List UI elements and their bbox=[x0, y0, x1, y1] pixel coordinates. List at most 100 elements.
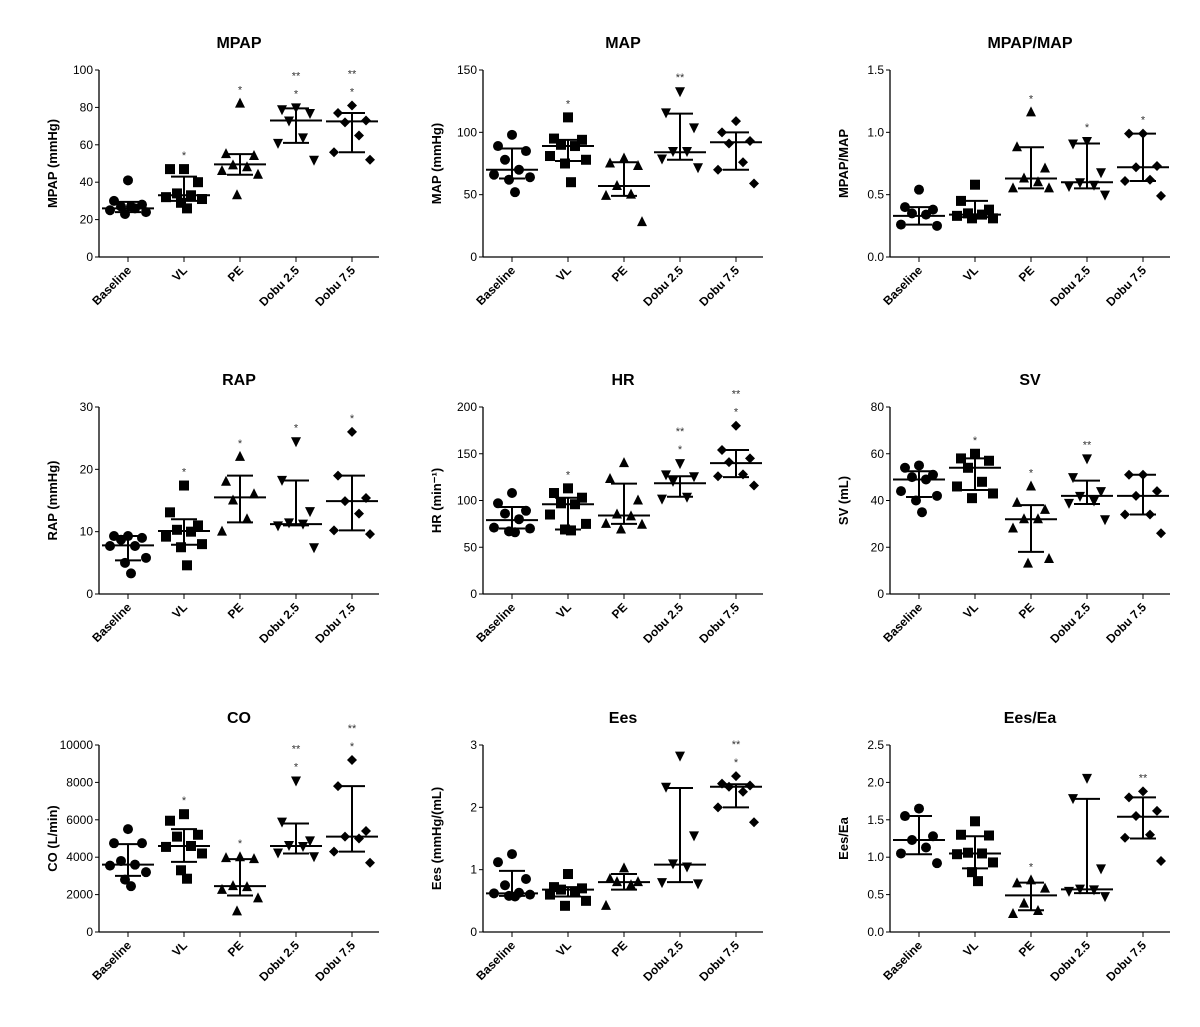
data-point bbox=[1100, 190, 1110, 201]
data-point bbox=[612, 508, 622, 519]
data-point bbox=[489, 522, 499, 533]
data-point bbox=[545, 151, 555, 162]
data-point bbox=[521, 146, 531, 157]
data-point bbox=[347, 754, 357, 765]
x-tick-label: VL bbox=[169, 938, 190, 959]
significance-marker: * bbox=[678, 444, 683, 456]
data-point bbox=[249, 488, 259, 499]
data-point bbox=[137, 532, 147, 543]
y-tick-label: 20 bbox=[80, 462, 94, 476]
data-point bbox=[563, 483, 573, 494]
panel-title: MPAP/MAP bbox=[987, 35, 1072, 52]
data-point bbox=[738, 786, 748, 797]
data-point bbox=[1120, 509, 1130, 520]
data-point bbox=[141, 867, 151, 878]
data-point bbox=[914, 803, 924, 814]
data-point bbox=[932, 858, 942, 869]
data-point bbox=[253, 168, 263, 179]
data-point bbox=[510, 527, 520, 538]
data-point bbox=[563, 869, 573, 880]
data-point bbox=[724, 457, 734, 468]
y-tick-label: 0 bbox=[877, 587, 884, 601]
group-vl: * bbox=[158, 467, 210, 571]
data-point bbox=[179, 809, 189, 820]
data-point bbox=[963, 462, 973, 473]
data-point bbox=[298, 519, 308, 530]
data-point bbox=[560, 900, 570, 911]
data-point bbox=[619, 457, 629, 468]
x-tick-label: Dobu 7.5 bbox=[696, 263, 742, 309]
x-tick-label: Baseline bbox=[89, 600, 134, 645]
y-tick-label: 150 bbox=[457, 447, 477, 461]
data-point bbox=[556, 884, 566, 895]
y-tick-label: 150 bbox=[457, 63, 477, 77]
data-point bbox=[977, 848, 987, 859]
group-vl bbox=[949, 179, 1001, 224]
x-tick-label: PE bbox=[225, 600, 246, 621]
significance-marker: * bbox=[1029, 861, 1034, 873]
significance-marker: * bbox=[1085, 122, 1090, 134]
data-point bbox=[612, 179, 622, 190]
data-point bbox=[577, 883, 587, 894]
x-tick-label: PE bbox=[225, 938, 246, 959]
data-point bbox=[984, 204, 994, 215]
data-point bbox=[116, 855, 126, 866]
y-tick-label: 60 bbox=[871, 447, 885, 461]
data-point bbox=[1082, 137, 1092, 148]
group-dobu-2-5: ** bbox=[1061, 439, 1113, 526]
data-point bbox=[504, 174, 514, 185]
data-point bbox=[907, 208, 917, 219]
y-tick-label: 100 bbox=[457, 494, 477, 508]
data-point bbox=[365, 857, 375, 868]
y-tick-label: 50 bbox=[464, 540, 478, 554]
x-tick-label: Dobu 7.5 bbox=[1103, 263, 1149, 309]
y-tick-label: 1.0 bbox=[867, 850, 884, 864]
data-point bbox=[521, 505, 531, 516]
data-point bbox=[921, 842, 931, 853]
data-point bbox=[675, 459, 685, 470]
data-point bbox=[570, 141, 580, 152]
data-point bbox=[273, 848, 283, 859]
data-point bbox=[493, 857, 503, 868]
y-tick-label: 3 bbox=[470, 738, 477, 752]
group-pe: * bbox=[1005, 861, 1057, 919]
significance-marker: * bbox=[734, 757, 739, 769]
group-dobu-2-5: * bbox=[1061, 122, 1113, 201]
data-point bbox=[120, 557, 130, 568]
data-point bbox=[1012, 877, 1022, 888]
panel-title: Ees bbox=[609, 710, 638, 727]
data-point bbox=[354, 130, 364, 141]
group-pe bbox=[598, 152, 650, 227]
data-point bbox=[689, 831, 699, 842]
data-point bbox=[601, 899, 611, 910]
data-point bbox=[745, 136, 755, 147]
significance-marker: * bbox=[973, 435, 978, 447]
y-tick-label: 0.0 bbox=[867, 925, 884, 939]
data-point bbox=[657, 878, 667, 889]
y-tick-label: 0 bbox=[86, 250, 93, 264]
data-point bbox=[581, 895, 591, 906]
y-tick-label: 6000 bbox=[66, 813, 93, 827]
data-point bbox=[612, 876, 622, 887]
data-point bbox=[566, 177, 576, 188]
x-tick-label: Baseline bbox=[880, 938, 925, 983]
group-dobu-7-5 bbox=[710, 116, 762, 189]
data-point bbox=[1044, 182, 1054, 193]
data-point bbox=[637, 518, 647, 529]
data-point bbox=[354, 833, 364, 844]
panel-title: HR bbox=[611, 372, 635, 389]
y-tick-label: 0 bbox=[470, 925, 477, 939]
data-point bbox=[745, 453, 755, 464]
significance-marker: * bbox=[182, 150, 187, 162]
data-point bbox=[510, 891, 520, 902]
group-baseline bbox=[486, 488, 538, 538]
significance-marker: * bbox=[238, 838, 243, 850]
data-point bbox=[657, 494, 667, 505]
data-point bbox=[560, 158, 570, 169]
group-baseline bbox=[102, 824, 154, 892]
x-tick-label: Baseline bbox=[880, 600, 925, 645]
data-point bbox=[228, 880, 238, 891]
data-point bbox=[605, 472, 615, 483]
data-point bbox=[186, 840, 196, 851]
